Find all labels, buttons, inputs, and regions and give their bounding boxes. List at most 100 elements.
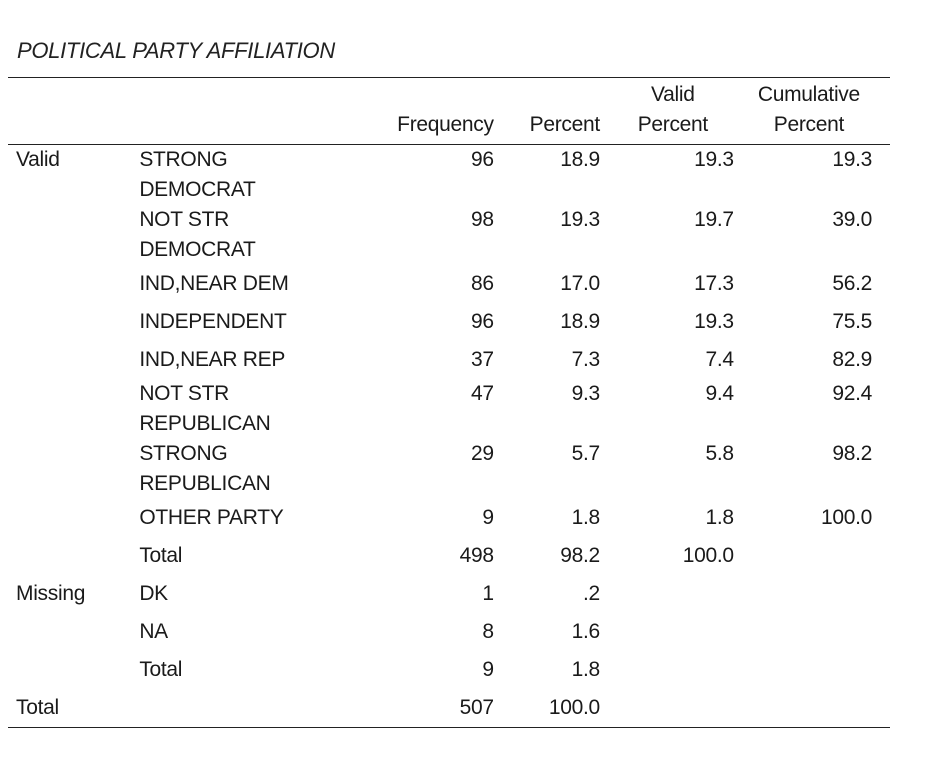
row-category: STRONG DEMOCRAT (139, 145, 368, 206)
header-section-blank (8, 77, 140, 145)
table-row: NOT STR DEMOCRAT 98 19.3 19.7 39.0 (8, 205, 890, 265)
row-cumulative-percent: 39.0 (832, 208, 872, 231)
row-cumulative-percent: 82.9 (832, 348, 872, 371)
header-cumulative-percent-line2: Percent (773, 113, 845, 136)
table-row: NA 8 1.6 (8, 613, 890, 651)
row-percent: 7.3 (571, 348, 601, 371)
row-valid-percent: 9.4 (705, 382, 734, 405)
header-category-blank (139, 77, 369, 145)
row-category: OTHER PARTY (139, 499, 368, 537)
row-category-line: DK (139, 582, 168, 605)
row-percent: 17.0 (560, 272, 600, 295)
row-category-line: NA (139, 620, 168, 643)
table-title: POLITICAL PARTY AFFILIATION (17, 38, 335, 63)
row-frequency: 8 (482, 620, 494, 643)
row-valid-percent (612, 613, 746, 651)
header-valid-percent-line2: Percent (637, 113, 709, 136)
row-frequency: 86 (470, 272, 494, 295)
row-category: NA (139, 613, 368, 651)
table-body: Valid STRONG DEMOCRAT 96 18.9 19.3 19.3 NOT STR… (8, 145, 890, 728)
row-valid-percent: 1.8 (705, 506, 734, 529)
row-cumulative-percent (746, 537, 890, 575)
row-section-label (8, 499, 139, 537)
row-section-label (8, 265, 139, 303)
header-cumulative-percent: Cumulative Percent (745, 77, 890, 145)
row-category-line: STRONG (139, 442, 228, 465)
row-category-line: REPUBLICAN (139, 472, 271, 495)
row-section-label (8, 613, 139, 651)
row-section-label (8, 439, 139, 499)
header-valid-percent: Valid Percent (611, 77, 746, 145)
row-cumulative-percent: 56.2 (832, 272, 872, 295)
row-cumulative-percent: 100.0 (820, 506, 872, 529)
row-frequency: 96 (470, 310, 494, 333)
row-category: IND,NEAR DEM (139, 265, 368, 303)
row-percent: 98.2 (560, 544, 600, 567)
row-cumulative-percent: 92.4 (832, 382, 872, 405)
header-row: Frequency Percent Valid Percent Cumulati… (8, 77, 890, 145)
row-percent: .2 (582, 582, 600, 605)
row-frequency: 498 (459, 544, 494, 567)
row-section-label: Valid (16, 148, 60, 171)
header-frequency: Frequency (368, 77, 506, 145)
row-category: Total (139, 651, 368, 689)
row-section-label (8, 205, 139, 265)
row-frequency: 507 (368, 689, 506, 728)
row-frequency: 47 (470, 382, 494, 405)
row-valid-percent (612, 651, 746, 689)
table-row: Total 507 100.0 (8, 689, 890, 728)
row-valid-percent: 19.3 (694, 148, 734, 171)
row-percent: 1.6 (571, 620, 601, 643)
row-frequency: 96 (470, 148, 494, 171)
table-row: Total 9 1.8 (8, 651, 890, 689)
row-category-line: INDEPENDENT (139, 310, 287, 333)
row-category: STRONG REPUBLICAN (139, 439, 368, 499)
table-row: NOT STR REPUBLICAN 47 9.3 9.4 92.4 (8, 379, 890, 439)
table-row: STRONG REPUBLICAN 29 5.7 5.8 98.2 (8, 439, 890, 499)
row-cumulative-percent (746, 613, 890, 651)
row-category-line: DEMOCRAT (139, 178, 256, 201)
table-row: IND,NEAR DEM 86 17.0 17.3 56.2 (8, 265, 890, 303)
row-section-label: Total (8, 689, 140, 728)
row-section-label (8, 651, 139, 689)
row-section-label (8, 379, 139, 439)
row-category-line: NOT STR (139, 382, 229, 405)
row-valid-percent (612, 575, 746, 613)
row-category-line: STRONG (139, 148, 228, 171)
row-category: NOT STR DEMOCRAT (139, 205, 368, 265)
row-percent: 18.9 (560, 148, 600, 171)
row-section-label (8, 341, 139, 379)
row-section-label (8, 537, 139, 575)
row-frequency: 9 (482, 658, 494, 681)
frequency-table: Frequency Percent Valid Percent Cumulati… (8, 77, 890, 728)
table-row: Valid STRONG DEMOCRAT 96 18.9 19.3 19.3 (8, 145, 890, 206)
row-frequency: 1 (482, 582, 494, 605)
row-valid-percent: 7.4 (705, 348, 734, 371)
table-row: IND,NEAR REP 37 7.3 7.4 82.9 (8, 341, 890, 379)
row-section-label: Missing (16, 582, 86, 605)
row-percent: 19.3 (560, 208, 600, 231)
row-category: IND,NEAR REP (139, 341, 368, 379)
row-category-line: OTHER PARTY (139, 506, 284, 529)
row-section-label (8, 303, 139, 341)
row-valid-percent: 19.3 (694, 310, 734, 333)
row-category-line: IND,NEAR REP (139, 348, 286, 371)
table-row: Missing DK 1 .2 (8, 575, 890, 613)
row-frequency: 98 (470, 208, 494, 231)
table-row: OTHER PARTY 9 1.8 1.8 100.0 (8, 499, 890, 537)
row-percent: 1.8 (571, 506, 601, 529)
row-category-line: DEMOCRAT (139, 238, 256, 261)
header-percent: Percent (505, 77, 612, 145)
row-valid-percent (611, 689, 746, 728)
row-cumulative-percent: 98.2 (832, 442, 872, 465)
row-category-line: Total (139, 658, 183, 681)
row-valid-percent: 100.0 (682, 544, 734, 567)
row-frequency: 29 (470, 442, 494, 465)
row-category: INDEPENDENT (139, 303, 368, 341)
row-cumulative-percent (746, 651, 890, 689)
row-cumulative-percent (745, 689, 890, 728)
row-percent: 5.7 (571, 442, 601, 465)
row-category-line: REPUBLICAN (139, 412, 271, 435)
row-valid-percent: 17.3 (694, 272, 734, 295)
row-category: NOT STR REPUBLICAN (139, 379, 368, 439)
